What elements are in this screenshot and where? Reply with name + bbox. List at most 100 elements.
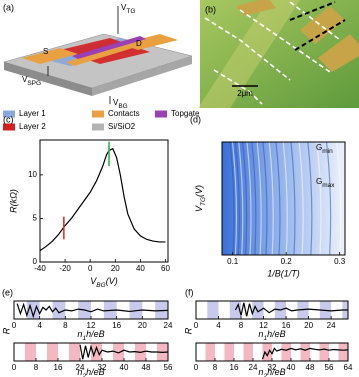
x-axis-label: n2h/eB [77, 367, 104, 377]
colorbar-label: Gmin [316, 143, 333, 155]
shaded-band [281, 343, 291, 361]
heatmap-stripe [251, 141, 257, 256]
x-tick-label: 8 [63, 321, 68, 330]
x-tick-label: 40 [136, 264, 145, 273]
shaded-band [47, 343, 58, 361]
panel-label: (a) [3, 2, 14, 12]
x-tick-label: 16 [112, 321, 121, 330]
tg-label-part: V [121, 3, 127, 12]
heatmap-stripe [282, 141, 288, 256]
scale-bar-label: 2μm [237, 89, 253, 98]
legend-label: Contacts [108, 109, 140, 118]
x-axis-label-part: n [258, 367, 263, 377]
heatmap-stripe [229, 141, 235, 256]
data-line [261, 347, 349, 360]
legend-swatch [3, 123, 15, 131]
shaded-band [338, 343, 348, 361]
heatmap-stripe [234, 141, 240, 256]
legend-label: Layer 2 [19, 122, 46, 131]
x-tick-label: 56 [164, 363, 173, 372]
x-axis-label-part: h/eB [267, 367, 286, 377]
x-tick-label: 0 [12, 363, 17, 372]
panel-label: (c) [3, 114, 14, 124]
shaded-band [243, 343, 253, 361]
heatmap-stripe [275, 141, 281, 256]
x-axis-label-part: n [258, 329, 263, 339]
plot-frame [221, 141, 346, 256]
y-axis-label-part: TG [200, 197, 207, 206]
legend-swatch [155, 110, 167, 118]
tg-label-part: TG [126, 8, 135, 15]
y-axis-label: R [183, 327, 193, 334]
shaded-band [319, 343, 329, 361]
y-axis-label: R(kΩ) [8, 189, 18, 213]
x-tick-label: 16 [230, 363, 239, 372]
x-tick-label: 0 [12, 321, 17, 330]
x-tick-label: 8 [239, 321, 244, 330]
x-axis-label: n1h/eB [77, 329, 104, 342]
x-tick-label: 4 [216, 321, 221, 330]
heatmap-stripe [262, 141, 268, 256]
x-axis-label: n1h/eB [258, 329, 285, 342]
colorbar-label-part: min [322, 148, 333, 155]
panel-label: (b) [205, 4, 216, 14]
shaded-band [129, 301, 143, 319]
x-tick-label: 4 [37, 321, 42, 330]
shaded-band [300, 343, 310, 361]
x-axis-label-part: n [77, 367, 82, 377]
heatmap-stripe [298, 141, 304, 256]
legend-swatch [92, 110, 104, 118]
heatmap-stripe [290, 141, 296, 256]
x-tick-label: 16 [282, 321, 291, 330]
x-tick-label: 24 [164, 321, 173, 330]
x-tick-label: 12 [259, 321, 268, 330]
shaded-band [207, 301, 219, 319]
data-line [234, 302, 348, 317]
shaded-band [113, 343, 124, 361]
x-tick-label: 0.2 [281, 257, 293, 266]
spg-label-part: V [22, 75, 28, 84]
y-axis-label-part: (V) [194, 185, 204, 197]
colorbar-label-part: G [316, 177, 322, 186]
x-tick-label: 48 [306, 363, 315, 372]
shaded-band [252, 301, 264, 319]
x-tick-label: 24 [327, 321, 336, 330]
x-tick-label: 24 [76, 363, 85, 372]
data-line [79, 344, 169, 360]
x-tick-label: 16 [54, 363, 63, 372]
x-tick-label: 20 [111, 264, 120, 273]
source-label: S [43, 47, 48, 56]
shaded-band [155, 301, 168, 319]
x-tick-label: 0 [194, 363, 199, 372]
drain-label: D [136, 39, 142, 48]
heatmap-stripe [231, 141, 238, 256]
x-tick-label: 8 [213, 363, 218, 372]
shaded-band [52, 301, 66, 319]
x-tick-label: 0 [88, 264, 93, 273]
x-axis-label-part: n [77, 329, 82, 339]
panel-label: (e) [2, 287, 13, 297]
shaded-band [224, 343, 234, 361]
device-sketch [3, 6, 193, 104]
x-tick-label: 60 [161, 264, 170, 273]
x-tick-label: -20 [59, 264, 71, 273]
shaded-band [91, 343, 102, 361]
x-tick-label: 32 [268, 363, 277, 372]
x-axis-label-part: 2 [81, 373, 86, 377]
heatmap-stripe [256, 141, 262, 256]
x-axis-label-part: 1 [82, 335, 86, 342]
legend-label: Topgate [171, 109, 200, 118]
x-tick-label: -40 [34, 264, 46, 273]
x-axis-label-part: h/eB [86, 329, 105, 339]
heatmap-stripe [268, 141, 274, 256]
x-axis-label: VBG(V) [90, 276, 117, 289]
x-tick-label: 24 [249, 363, 258, 372]
x-tick-label: 0 [194, 321, 199, 330]
tg-label: VTG [121, 3, 135, 15]
y-tick-label: 0 [33, 257, 38, 266]
spg-label: VSPG [22, 75, 41, 87]
x-axis-label-part: V [90, 276, 97, 286]
panel-label: (f) [185, 287, 194, 297]
bg-label: VBG [113, 98, 128, 110]
